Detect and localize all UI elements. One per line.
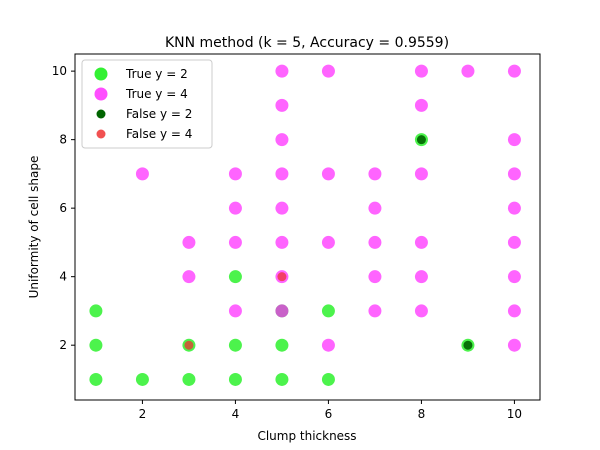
- point-series-1-7: [228, 372, 242, 386]
- point-series-2-31: [461, 64, 475, 78]
- point-series-2-20: [368, 304, 382, 318]
- point-series-2-8: [275, 304, 289, 318]
- legend-label-1: True y = 2: [125, 67, 188, 81]
- point-series-2-11: [275, 201, 289, 215]
- point-series-2-33: [507, 304, 521, 318]
- point-series-2-1: [135, 167, 149, 181]
- point-series-2-34: [507, 270, 521, 284]
- point-series-2-22: [368, 235, 382, 249]
- point-series-2-35: [507, 235, 521, 249]
- legend-label-2: True y = 4: [125, 87, 188, 101]
- y-tick-label-4: 4: [59, 270, 67, 284]
- point-series-2-12: [275, 167, 289, 181]
- y-tick-label-10: 10: [52, 64, 67, 78]
- legend-marker-4: [96, 129, 106, 139]
- point-series-2-10: [275, 235, 289, 249]
- x-axis: 2 4 6 8 10: [139, 400, 522, 421]
- y-tick-label-2: 2: [59, 338, 67, 352]
- x-tick-label-10: 10: [507, 407, 522, 421]
- point-series-1-13: [321, 372, 335, 386]
- point-series-1-1: [89, 372, 103, 386]
- point-series-2-30: [414, 64, 428, 78]
- point-series-1-5: [182, 372, 196, 386]
- point-series-2-19: [321, 64, 335, 78]
- point-series-2-37: [507, 167, 521, 181]
- legend-marker-3: [96, 109, 106, 119]
- points-layer: [89, 64, 521, 386]
- point-series-2-36: [507, 201, 521, 215]
- legend-label-3: False y = 2: [126, 107, 192, 121]
- point-series-2-4: [228, 304, 242, 318]
- point-series-1-14: [321, 304, 335, 318]
- y-tick-label-8: 8: [59, 133, 67, 147]
- legend-marker-2: [94, 87, 108, 101]
- point-series-2-5: [228, 235, 242, 249]
- point-series-2-18: [321, 167, 335, 181]
- y-tick-label-6: 6: [59, 201, 67, 215]
- legend-box: [81, 59, 213, 149]
- point-series-3-1: [416, 135, 426, 145]
- point-series-2-2: [182, 270, 196, 284]
- point-series-2-16: [321, 338, 335, 352]
- chart-title: KNN method (k = 5, Accuracy = 0.9559): [165, 35, 449, 51]
- x-axis-label: Clump thickness: [257, 429, 356, 443]
- y-axis: 2 4 6 8 10: [52, 64, 75, 352]
- legend-label-4: False y = 4: [126, 127, 192, 141]
- point-series-1-8: [228, 338, 242, 352]
- point-series-1-9: [228, 270, 242, 284]
- point-series-2-15: [275, 64, 289, 78]
- point-series-2-21: [368, 270, 382, 284]
- x-tick-label-4: 4: [232, 407, 240, 421]
- legend-marker-1: [94, 67, 108, 81]
- point-series-2-29: [414, 98, 428, 112]
- point-series-1-3: [89, 304, 103, 318]
- point-series-2-32: [507, 338, 521, 352]
- point-series-1-10: [275, 372, 289, 386]
- point-series-2-14: [275, 98, 289, 112]
- point-series-4-1: [184, 340, 194, 350]
- point-series-2-24: [368, 167, 382, 181]
- point-series-2-27: [414, 235, 428, 249]
- point-series-4-2: [277, 272, 287, 282]
- point-series-2-28: [414, 167, 428, 181]
- point-series-2-39: [507, 64, 521, 78]
- x-tick-label-6: 6: [325, 407, 333, 421]
- y-axis-label: Uniformity of cell shape: [27, 156, 41, 299]
- point-series-2-3: [182, 235, 196, 249]
- point-series-1-11: [275, 338, 289, 352]
- point-series-3-2: [463, 340, 473, 350]
- point-series-1-4: [135, 372, 149, 386]
- x-tick-label-2: 2: [139, 407, 147, 421]
- point-series-2-13: [275, 133, 289, 147]
- point-series-2-38: [507, 133, 521, 147]
- point-series-2-26: [414, 270, 428, 284]
- x-tick-label-8: 8: [418, 407, 426, 421]
- legend: True y = 2 True y = 4 False y = 2 False y =…: [81, 59, 213, 149]
- point-series-2-17: [321, 235, 335, 249]
- point-series-2-25: [414, 304, 428, 318]
- point-series-2-7: [228, 167, 242, 181]
- plot-frame: [74, 53, 541, 401]
- point-series-1-2: [89, 338, 103, 352]
- point-series-2-6: [228, 201, 242, 215]
- point-series-2-23: [368, 201, 382, 215]
